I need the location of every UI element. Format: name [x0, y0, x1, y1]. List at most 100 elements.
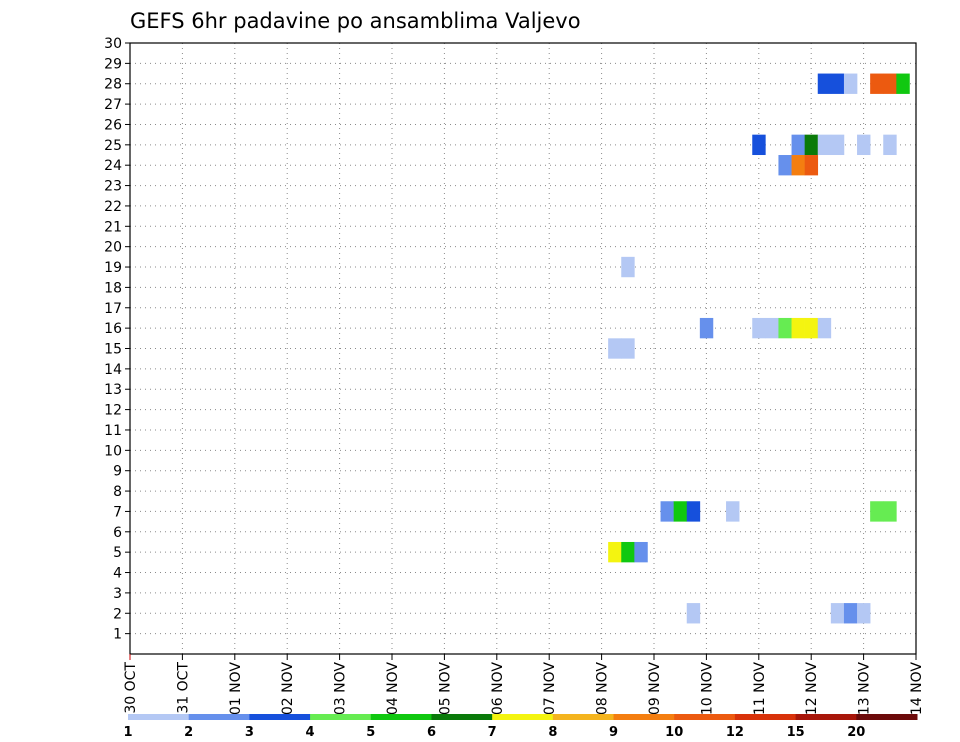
x-tick-label: 09 NOV	[647, 662, 663, 716]
x-tick-label: 05 NOV	[437, 662, 453, 716]
colorbar-label: 10	[665, 725, 683, 740]
heatmap-cell	[896, 73, 910, 94]
colorbar-label: 9	[609, 725, 618, 740]
heatmap-cell	[883, 501, 897, 522]
y-tick-label: 29	[104, 56, 122, 72]
x-tick-label: 31 OCT	[175, 662, 191, 714]
y-tick-label: 15	[104, 342, 122, 358]
x-tick-label: 10 NOV	[699, 662, 715, 716]
heatmap-cell	[778, 155, 792, 176]
y-tick-label: 9	[113, 464, 122, 480]
y-tick-label: 11	[104, 423, 122, 439]
heatmap-cell	[791, 155, 805, 176]
y-tick-label: 27	[104, 97, 122, 113]
heatmap-cell	[804, 317, 819, 339]
colorbar-label: 5	[366, 725, 375, 740]
heatmap-cell	[817, 317, 832, 339]
y-tick-label: 8	[113, 484, 122, 500]
colorbar-label: 4	[306, 725, 315, 740]
colorbar-label: 1	[123, 725, 132, 740]
colorbar-swatch	[856, 714, 918, 720]
x-tick-label: 13 NOV	[857, 662, 873, 716]
heatmap-cell	[817, 134, 832, 156]
x-tick-label: 07 NOV	[542, 662, 558, 716]
colorbar-legend: 1 2 3 4 5 6 7 8 9 10 12 15 20	[123, 714, 918, 740]
heatmap-cell	[830, 73, 845, 94]
heatmap-cell	[830, 603, 845, 624]
colorbar-swatch	[249, 714, 311, 720]
heatmap-cell	[673, 501, 688, 522]
heatmap-cell	[778, 317, 792, 339]
y-tick-label: 24	[104, 158, 122, 174]
y-tick-label: 30	[104, 36, 122, 52]
heatmap-cell	[843, 603, 858, 624]
colorbar-swatch	[492, 714, 554, 720]
y-tick-label: 21	[104, 219, 122, 235]
colorbar-swatch	[552, 714, 615, 720]
heatmap-cell	[765, 317, 779, 339]
x-tick-label: 06 NOV	[490, 662, 506, 716]
colorbar-swatch	[613, 714, 675, 720]
x-tick-label: 04 NOV	[385, 662, 401, 716]
y-tick-label: 12	[104, 403, 122, 419]
colorbar-swatch	[128, 714, 190, 720]
y-tick-label: 4	[113, 566, 122, 582]
heatmap-cell	[883, 73, 897, 94]
x-tick-label: 14 NOV	[909, 662, 925, 716]
heatmap-cell	[883, 134, 897, 156]
grid-lines	[130, 43, 916, 654]
heatmap-cell	[804, 155, 819, 176]
heatmap-cell	[699, 317, 714, 339]
colorbar-swatch	[310, 714, 372, 720]
colorbar-label: 7	[488, 725, 497, 740]
x-tick-label: 12 NOV	[804, 662, 820, 716]
heatmap-cell	[857, 134, 871, 156]
colorbar-label: 20	[847, 725, 865, 740]
x-tick-label: 30 OCT	[123, 662, 139, 714]
heatmap-cell	[804, 134, 819, 156]
x-tick-label: 11 NOV	[752, 662, 768, 716]
y-tick-label: 22	[104, 199, 122, 215]
x-tick-label: 01 NOV	[228, 662, 244, 716]
colorbar-swatch	[370, 714, 432, 720]
heatmap-cell	[621, 256, 635, 278]
heatmap-cell	[830, 134, 845, 156]
colorbar-swatch	[188, 714, 250, 720]
heatmap-cells	[608, 73, 910, 624]
y-tick-label: 2	[113, 606, 122, 622]
heatmap-cell	[634, 541, 648, 563]
heatmap-cell	[870, 73, 884, 94]
heatmap-cell	[660, 501, 674, 522]
y-tick-label: 10	[104, 443, 122, 459]
colorbar-label: 15	[787, 725, 805, 740]
heatmap-cell	[621, 338, 635, 359]
y-tick-label: 5	[113, 545, 122, 561]
x-axis: 30 OCT 31 OCT 01 NOV 02 NOV 03 NOV 04 NOV 05 N…	[123, 654, 925, 715]
x-tick-label: 03 NOV	[333, 662, 349, 716]
heatmap-cell	[870, 501, 884, 522]
colorbar-swatch	[431, 714, 493, 720]
heatmap-cell	[857, 603, 871, 624]
y-tick-label: 26	[104, 117, 122, 133]
heatmap-cell	[686, 501, 701, 522]
heatmap-cell	[726, 501, 740, 522]
y-tick-label: 28	[104, 77, 122, 93]
heatmap-cell	[621, 541, 635, 563]
y-tick-label: 17	[104, 301, 122, 317]
heatmap-cell	[686, 603, 701, 624]
colorbar-label: 2	[184, 725, 193, 740]
x-tick-label: 02 NOV	[280, 662, 296, 716]
y-tick-label: 14	[104, 362, 122, 378]
y-tick-label: 20	[104, 240, 122, 256]
y-tick-label: 25	[104, 138, 122, 154]
y-tick-label: 1	[113, 627, 122, 643]
colorbar-swatch	[734, 714, 797, 720]
colorbar-label: 12	[726, 725, 744, 740]
y-tick-label: 3	[113, 586, 122, 602]
heatmap-cell	[752, 134, 766, 156]
colorbar-label: 8	[548, 725, 557, 740]
colorbar-label: 3	[245, 725, 254, 740]
x-tick-label: 08 NOV	[595, 662, 611, 716]
y-tick-label: 6	[113, 525, 122, 541]
